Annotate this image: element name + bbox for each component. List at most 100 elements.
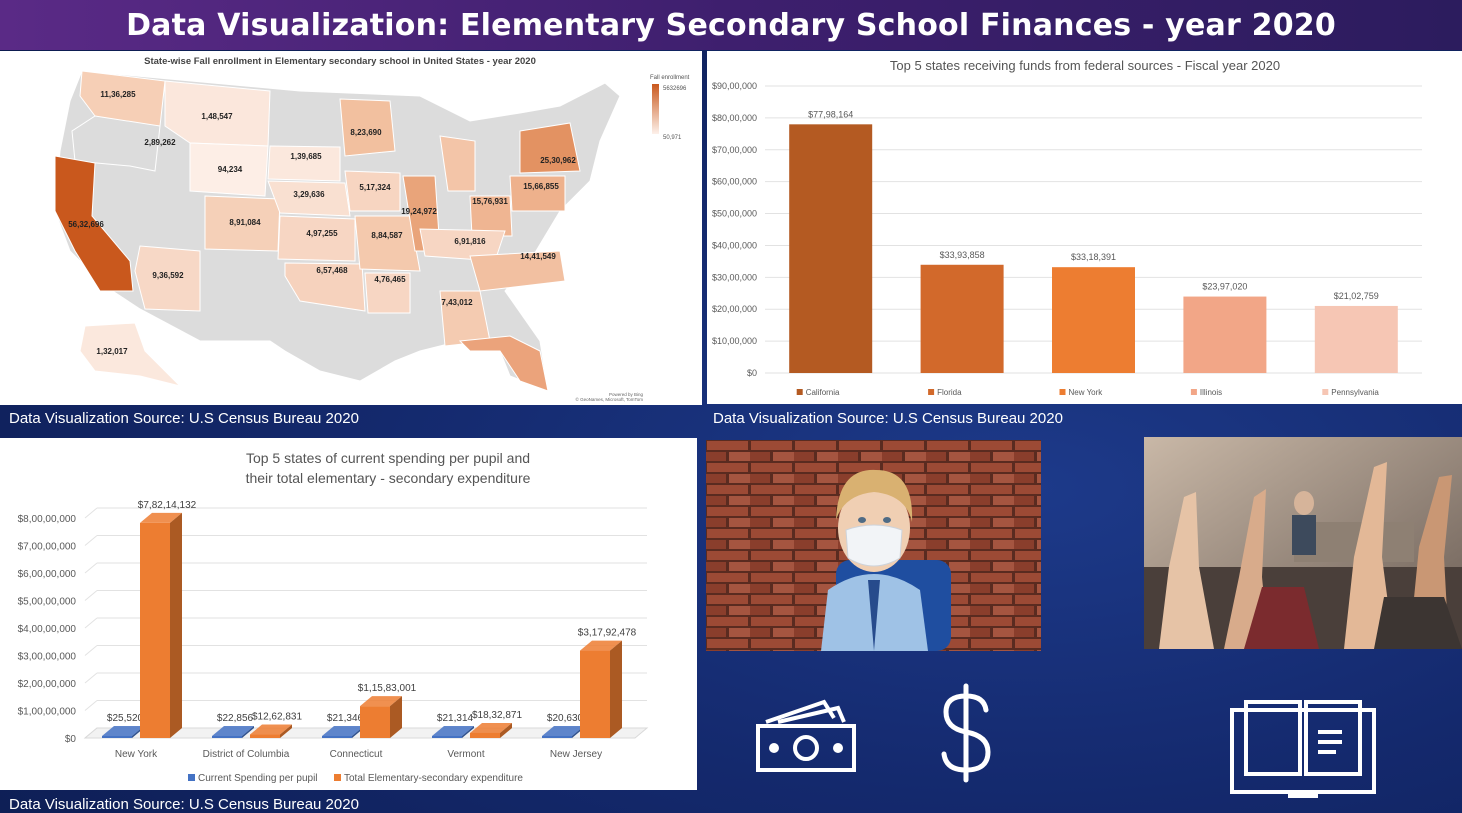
chart1-legend-label: Illinois xyxy=(1200,388,1222,397)
state-michigan xyxy=(439,135,476,192)
chart1-ytick: $70,00,000 xyxy=(712,145,757,155)
spending-chart-panel: Top 5 states of current spending per pup… xyxy=(0,438,697,790)
chart1-ytick: $0 xyxy=(747,368,757,378)
chart2-bar-district-of-columbia-s0 xyxy=(212,736,242,738)
chart1-ytick: $10,00,000 xyxy=(712,336,757,346)
chart1-data-label: $33,93,858 xyxy=(940,250,985,260)
classroom-raised-hands-photo xyxy=(1144,437,1462,649)
cash-icon xyxy=(752,698,860,776)
state-california xyxy=(54,155,134,292)
map-label-kansas: 4,97,255 xyxy=(306,229,338,238)
chart2-gridline-depth xyxy=(84,590,98,601)
source-note-federal: Data Visualization Source: U.S Census Bu… xyxy=(713,410,1063,427)
map-label-oregon: 2,89,262 xyxy=(144,138,176,147)
chart2-category-label: District of Columbia xyxy=(203,749,290,760)
chart2-data-label: $7,82,14,132 xyxy=(138,500,197,511)
state-north-carolina xyxy=(469,250,566,292)
state-arizona xyxy=(134,245,201,312)
chart2-legend-swatch xyxy=(334,774,341,781)
chart2-bar-side-vermont-s1 xyxy=(500,722,512,738)
source-note-spending: Data Visualization Source: U.S Census Bu… xyxy=(9,796,359,813)
chart2-ytick: $6,00,00,000 xyxy=(18,569,77,580)
chart2-ytick: $5,00,00,000 xyxy=(18,597,77,608)
chart2-gridline-depth xyxy=(84,617,98,629)
chart1-legend-label: Florida xyxy=(937,388,962,397)
map-value-labels: 11,36,285 1,48,547 2,89,262 1,39,685 94,234 8… xyxy=(68,90,576,356)
chart2-ytick: $1,00,00,000 xyxy=(18,707,77,718)
chart2-data-label: $21,314 xyxy=(437,713,474,724)
chart2-data-label: $21,346 xyxy=(327,713,364,724)
chart2-gridline-depth xyxy=(84,535,98,546)
chart1-data-label: $33,18,391 xyxy=(1071,252,1116,262)
chart2-bar-top-district-of-columbia-s0 xyxy=(212,726,254,736)
federal-funds-chart-panel: Top 5 states receiving funds from federa… xyxy=(707,51,1462,404)
map-legend-title: Fall enrollment xyxy=(650,75,690,81)
chart2-legend: Current Spending per pupil Total Elementa… xyxy=(188,773,523,784)
chart2-bar-top-vermont-s1 xyxy=(470,722,512,733)
chart2-bar-top-new-york-s1 xyxy=(140,512,182,523)
chart1-ytick: $60,00,000 xyxy=(712,177,757,187)
chart2-bar-district-of-columbia-s1 xyxy=(250,734,280,738)
map-label-missouri: 8,84,587 xyxy=(371,231,403,240)
map-label-south-dakota: 1,39,685 xyxy=(290,152,322,161)
chart2-category-label: Connecticut xyxy=(330,749,383,760)
map-credit-2: © GeoNames, Microsoft, TomTom xyxy=(576,396,644,402)
chart1-bar-pennsylvania xyxy=(1314,305,1398,373)
chart2-gridline-depth xyxy=(84,645,98,656)
chart1-legend-swatch xyxy=(1322,389,1329,395)
chart2-category-label: New York xyxy=(115,749,158,760)
chart1-legend-label: Pennsylvania xyxy=(1331,388,1379,397)
chart1-ytick: $80,00,000 xyxy=(712,113,757,123)
chart2-ytick: $2,00,00,000 xyxy=(18,679,77,690)
map-label-north-carolina: 14,41,549 xyxy=(520,252,556,261)
map-title: State-wise Fall enrollment in Elementary… xyxy=(144,56,536,67)
map-label-california: 56,32,696 xyxy=(68,220,104,229)
chart1-ytick: $20,00,000 xyxy=(712,304,757,314)
chart2-gridline-depth xyxy=(84,507,98,519)
chart2-ytick: $3,00,00,000 xyxy=(18,652,77,663)
chart2-bar-top-new-jersey-s1 xyxy=(580,640,622,651)
page-title: Data Visualization: Elementary Secondary… xyxy=(126,7,1336,43)
chart2-bar-vermont-s0 xyxy=(432,736,462,738)
book-icon xyxy=(1228,700,1378,800)
chart1-legend-swatch xyxy=(1059,389,1066,395)
chart2-bar-connecticut-s0 xyxy=(322,736,352,738)
chart2-ytick: $7,00,00,000 xyxy=(18,542,77,553)
chart2-bar-top-vermont-s0 xyxy=(432,726,474,736)
chart2-ytick: $0 xyxy=(65,734,77,745)
map-label-georgia: 7,43,012 xyxy=(441,298,473,307)
state-oregon xyxy=(71,115,161,172)
chart2-bar-top-connecticut-s0 xyxy=(322,726,364,736)
chart2-legend-swatch xyxy=(188,774,195,781)
state-south-dakota xyxy=(267,145,341,182)
chart2-bar-top-connecticut-s1 xyxy=(360,696,402,707)
chart2-bar-top-new-york-s0 xyxy=(102,726,144,736)
state-pennsylvania xyxy=(509,175,566,212)
dollar-icon xyxy=(934,682,998,784)
chart2-bar-side-district-of-columbia-s0 xyxy=(242,726,254,738)
map-states xyxy=(54,70,621,392)
chart1-bar-new-york xyxy=(1052,267,1135,373)
chart1-legend-swatch xyxy=(928,389,935,395)
chart1-legend-label: California xyxy=(806,388,840,397)
chart2-bar-side-vermont-s0 xyxy=(462,726,474,738)
chart1-legend: California Florida New York Illinois Pennsyl… xyxy=(796,388,1379,397)
chart2-bar-side-district-of-columbia-s1 xyxy=(280,724,292,738)
source-note-map: Data Visualization Source: U.S Census Bu… xyxy=(9,410,359,427)
chart2-bar-top-new-jersey-s0 xyxy=(542,726,584,736)
chart1-legend-label: New York xyxy=(1069,388,1104,397)
map-label-iowa: 5,17,324 xyxy=(359,183,391,192)
state-minnesota xyxy=(339,98,396,157)
chart1-data-label: $77,98,164 xyxy=(808,109,853,119)
chart2-bar-new-york-s0 xyxy=(102,736,132,738)
chart2-data-label: $22,856 xyxy=(217,713,254,724)
map-label-nebraska: 3,29,636 xyxy=(293,190,325,199)
chart2-bar-side-new-jersey-s1 xyxy=(610,640,622,738)
chart1-legend-swatch xyxy=(796,389,803,395)
chart2-ytick: $8,00,00,000 xyxy=(18,514,77,525)
map-legend-max: 5632696 xyxy=(663,86,687,92)
chart2-bar-new-jersey-s0 xyxy=(542,736,572,738)
map-label-new-york: 25,30,962 xyxy=(540,156,576,165)
chart2-bar-top-district-of-columbia-s1 xyxy=(250,724,292,735)
chart2-data-label: $12,62,831 xyxy=(252,712,302,723)
